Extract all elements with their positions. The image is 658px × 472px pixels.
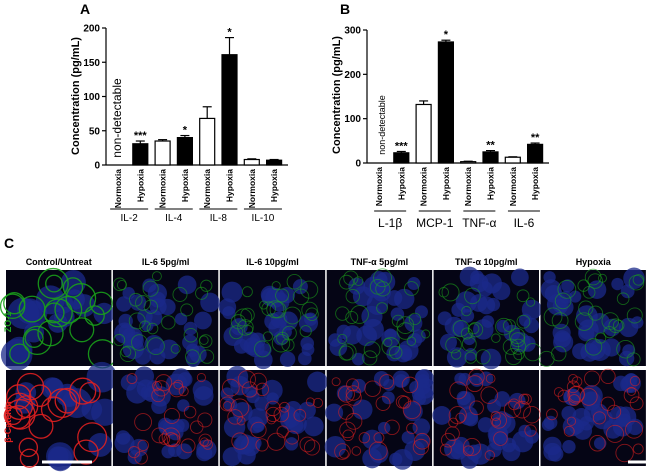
a-category-label-0: Normoxia	[113, 169, 123, 208]
b-y-tick-label: 100	[344, 114, 361, 125]
a-group-label-3: IL-10	[252, 213, 275, 224]
a-group-label-1: IL-4	[165, 213, 183, 224]
micrograph-tile-r1-c2	[219, 365, 328, 467]
column-title-0: Control/Untreat	[26, 257, 92, 267]
panel-c-column-titles: Control/Untreat IL-6 5pg/ml IL-6 10pg/ml TN…	[26, 257, 612, 267]
micrograph-tile-r0-c2	[218, 270, 326, 370]
column-title-5: Hypoxia	[576, 257, 612, 267]
b-category-label-2: Normoxia	[419, 167, 429, 206]
panel-a-group-labels: IL-2 IL-4 IL-8 IL-10	[110, 208, 282, 224]
b-category-label-5: Hypoxia	[486, 167, 496, 200]
micrograph-tile-r0-c4	[433, 266, 542, 370]
column-title-3: TNF-α 5pg/ml	[351, 257, 409, 267]
panel-b-non-detectable-label: non-detectable	[377, 95, 387, 155]
a-significance-3: *	[183, 125, 188, 137]
b-group-label-2: TNF-α	[462, 216, 496, 230]
b-bar-2	[415, 103, 432, 164]
a-significance-1: ***	[134, 130, 148, 142]
panel-a-y-axis-title: Concentration (pg/mL)	[70, 37, 82, 155]
micrograph-tile-r1-c3	[324, 369, 436, 470]
a-bar-6	[243, 158, 260, 166]
b-group-label-1: MCP-1	[416, 216, 454, 230]
micrograph-tile-r0-c5	[538, 267, 646, 367]
row-label-beta-catenin: β-Catenin	[3, 401, 13, 443]
b-significance-7: **	[531, 132, 540, 144]
a-significance-5: *	[227, 27, 232, 39]
panel-a-letter: A	[80, 1, 90, 17]
b-category-label-3: Hypoxia	[441, 167, 451, 200]
b-bar-4	[460, 161, 477, 164]
b-category-label-6: Normoxia	[508, 167, 518, 206]
micrograph-tile-r0-c0	[0, 267, 118, 371]
a-y-tick-label: 100	[83, 92, 100, 103]
b-category-label-7: Hypoxia	[530, 167, 540, 200]
a-group-label-2: IL-8	[210, 213, 228, 224]
b-group-label-0: L-1β	[378, 216, 402, 230]
row-label-zo1: ZO-1	[3, 312, 13, 333]
panel-a-category-labels: Normoxia Hypoxia Normoxia Hypoxia Normoxia Hy…	[113, 169, 279, 208]
panel-c-letter: C	[4, 235, 14, 251]
panel-b-y-axis-title: Concentration (pg/mL)	[331, 36, 343, 154]
panel-a-non-detectable-label: non-detectable	[110, 78, 124, 158]
b-y-tick-label: 200	[344, 70, 361, 81]
micrograph-tile-r0-c1	[112, 270, 220, 367]
b-bar-1	[393, 152, 410, 164]
a-y-tick-label: 150	[83, 58, 100, 69]
b-bar-6	[504, 156, 521, 164]
column-title-4: TNF-α 10pg/ml	[455, 257, 518, 267]
micrograph-tile-r1-c4	[432, 368, 541, 469]
panel-b-group-labels: L-1β MCP-1 TNF-α IL-6	[374, 210, 540, 230]
a-bar-3	[176, 137, 193, 166]
a-category-label-2: Normoxia	[158, 169, 168, 208]
a-group-label-0: IL-2	[121, 213, 139, 224]
panel-a-bars: *** **	[132, 27, 283, 166]
panel-b-bars: ********	[393, 29, 544, 164]
panel-c-tiles	[0, 266, 646, 472]
a-bar-5	[221, 54, 238, 166]
a-category-label-5: Hypoxia	[225, 169, 235, 202]
b-y-tick-label: 300	[344, 26, 361, 37]
b-significance-5: **	[486, 140, 495, 152]
a-y-tick-label: 50	[89, 126, 101, 137]
b-category-label-4: Normoxia	[463, 167, 473, 206]
micrograph-tile-r1-c0	[3, 361, 119, 472]
b-bar-7	[526, 143, 544, 164]
b-group-label-3: IL-6	[514, 216, 535, 230]
micrograph-tile-r1-c1	[112, 366, 219, 466]
micrograph-tile-r0-c3	[326, 268, 433, 366]
b-bar-5	[482, 151, 499, 164]
b-significance-3: *	[444, 29, 449, 41]
a-bar-7	[266, 159, 283, 166]
b-category-label-0: Normoxia	[374, 167, 384, 206]
a-category-label-7: Hypoxia	[269, 169, 279, 202]
b-significance-1: ***	[395, 140, 409, 152]
a-bar-1	[132, 143, 149, 166]
column-title-2: IL-6 10pg/ml	[246, 257, 299, 267]
b-category-label-1: Hypoxia	[396, 167, 406, 200]
a-category-label-3: Hypoxia	[180, 169, 190, 202]
a-y-tick-label: 0	[94, 161, 100, 172]
micrograph-tile-r1-c5	[540, 368, 646, 466]
panel-b-letter: B	[340, 1, 350, 17]
a-bar-4	[199, 117, 216, 166]
a-y-tick-label: 200	[83, 24, 100, 35]
a-category-label-4: Normoxia	[202, 169, 212, 208]
panel-b-category-labels: Normoxia Hypoxia Normoxia Hypoxia Normoxia Hy…	[374, 167, 540, 206]
b-bar-3	[437, 41, 454, 164]
panel-c-micrographs: C Control/Untreat IL-6 5pg/ml IL-6 10pg/ml…	[0, 235, 648, 472]
a-category-label-6: Normoxia	[247, 169, 257, 208]
a-bar-2	[154, 140, 171, 166]
column-title-1: IL-6 5pg/ml	[142, 257, 190, 267]
a-category-label-1: Hypoxia	[135, 169, 145, 202]
b-y-tick-label: 0	[355, 159, 361, 170]
